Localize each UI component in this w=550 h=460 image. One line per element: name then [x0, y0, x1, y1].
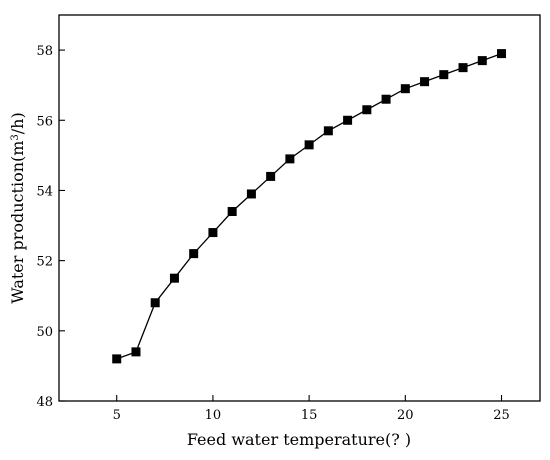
data-point-marker: [131, 347, 141, 357]
x-tick-label: 15: [301, 408, 318, 423]
x-tick-label: 25: [493, 408, 510, 423]
data-point-marker: [343, 115, 353, 125]
x-axis-ticks: 5 10 15 20 25: [113, 395, 510, 423]
y-axis-title-superscript: 3: [10, 134, 21, 140]
series-line: [116, 52, 502, 360]
x-axis-title: Feed water temperature(? ): [187, 430, 411, 449]
data-point-marker: [439, 70, 449, 80]
data-point-marker: [497, 49, 507, 59]
plot-frame: [58, 14, 541, 402]
data-point-marker: [420, 77, 430, 87]
data-point-marker: [266, 171, 276, 181]
data-point-marker: [458, 63, 468, 73]
y-axis-title: Water production(m3/h): [8, 112, 27, 303]
data-point-marker: [150, 298, 160, 308]
y-tick-label: 56: [36, 114, 53, 129]
data-point-marker: [208, 228, 218, 238]
data-point-marker: [169, 273, 179, 283]
x-tick-label: 20: [397, 408, 414, 423]
y-tick-label: 52: [36, 255, 53, 270]
data-point-marker: [285, 154, 295, 164]
y-axis-ticks: 48 50 52 54 56 58: [36, 44, 65, 410]
data-point-marker: [381, 94, 391, 104]
data-point-marker: [477, 56, 487, 66]
data-point-marker: [112, 354, 122, 364]
y-tick-label: 58: [36, 44, 53, 59]
data-point-marker: [400, 84, 410, 94]
data-point-marker: [227, 207, 237, 217]
data-point-marker: [323, 126, 333, 136]
y-tick-label: 54: [36, 184, 53, 199]
y-tick-label: 48: [36, 395, 53, 410]
data-point-marker: [189, 249, 199, 259]
y-axis-title-main: Water production(m: [8, 141, 27, 304]
x-tick-label: 10: [205, 408, 222, 423]
data-point-marker: [246, 189, 256, 199]
data-point-marker: [362, 105, 372, 115]
x-tick-label: 5: [113, 408, 121, 423]
data-point-marker: [304, 140, 314, 150]
series-group: [112, 49, 507, 364]
y-axis-title-unit: /h): [8, 112, 27, 134]
y-tick-label: 50: [36, 325, 53, 340]
